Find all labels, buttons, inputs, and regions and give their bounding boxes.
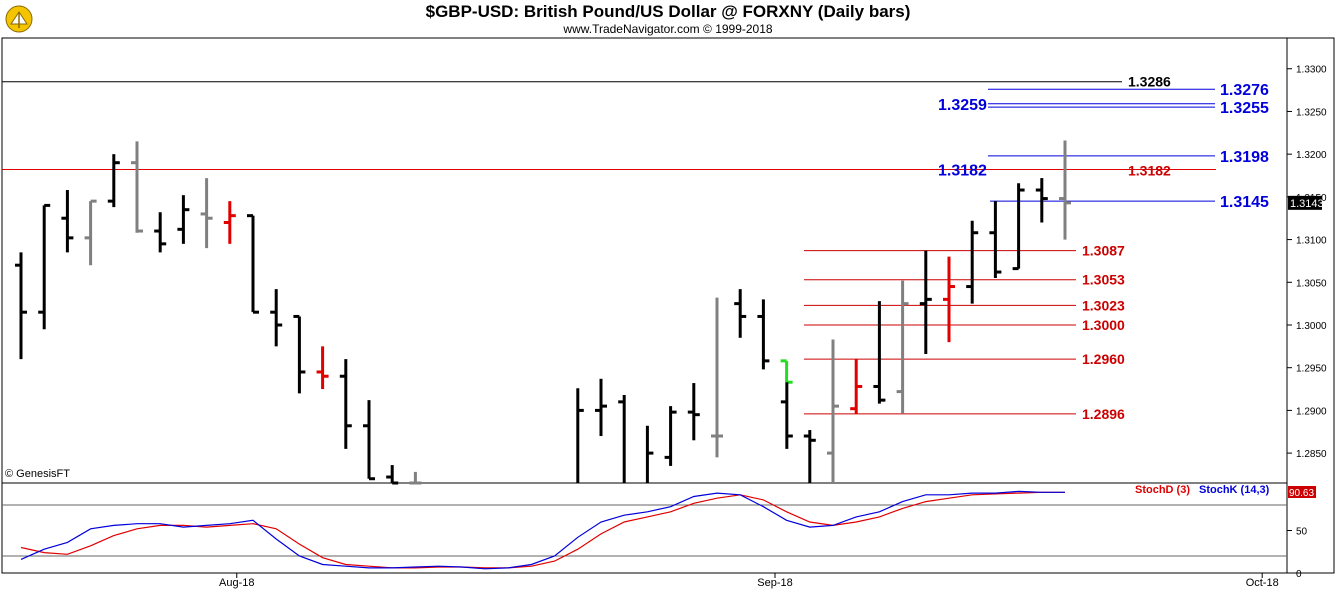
fib-level-label: 1.2960 [1082,351,1125,367]
stoch-legend-k: StochK (14,3) [1199,484,1270,496]
copyright-text: © GenesisFT [5,468,70,480]
y-tick-label: 1.2850 [1296,449,1327,460]
top-line-label: 1.3286 [1128,74,1171,90]
chart-title: $GBP-USD: British Pound/US Dollar @ FORX… [425,2,911,21]
x-tick-label: Aug-18 [219,577,254,589]
fib-level-label: 1.3023 [1082,297,1125,313]
y-tick-label: 1.2950 [1296,364,1327,375]
last-price-box [1288,195,1322,210]
blue-level-label: 1.3145 [1220,194,1269,211]
y-tick-label: 1.3100 [1296,236,1327,247]
stoch-k-line [20,490,1065,570]
fib-level-label: 1.3087 [1082,243,1125,259]
y-tick-label: 1.3200 [1296,150,1327,161]
fib-level-label: 1.3000 [1082,317,1125,333]
stoch-panel-frame [1,482,1288,574]
y-tick-label: 1.3000 [1296,321,1327,332]
fib-level-label: 1.2896 [1082,406,1125,422]
y-tick-label: 1.3050 [1296,278,1327,289]
stoch-y-tick-label: 0 [1296,569,1302,580]
stoch-legend-d: StochD (3) [1135,484,1190,496]
stoch-last-box [1288,486,1316,498]
y-tick-label: 1.2900 [1296,406,1327,417]
right-axis-frame [1286,37,1335,574]
blue-left-label: 1.3259 [938,97,987,114]
resistance-line-label: 1.3182 [938,163,987,180]
x-tick-label: Sep-18 [757,577,792,589]
blue-level-label: 1.3198 [1220,149,1269,166]
stoch-d-line [20,491,1065,569]
blue-level-label: 1.3255 [1220,100,1269,117]
blue-level-label: 1.3276 [1220,82,1269,99]
y-tick-label: 1.3250 [1296,107,1327,118]
resistance-line-label: 1.3182 [1128,163,1171,179]
chart-subtitle: www.TradeNavigator.com © 1999-2018 [563,22,773,36]
trade-navigator-logo-icon [4,4,34,34]
last-price-label: 1.3143 [1290,198,1324,210]
fib-level-label: 1.3053 [1082,272,1125,288]
y-tick-label: 1.3300 [1296,65,1327,76]
stoch-y-tick-label: 50 [1296,527,1308,538]
stoch-last-label: 90.63 [1289,488,1314,499]
x-tick-label: Oct-18 [1246,577,1279,589]
